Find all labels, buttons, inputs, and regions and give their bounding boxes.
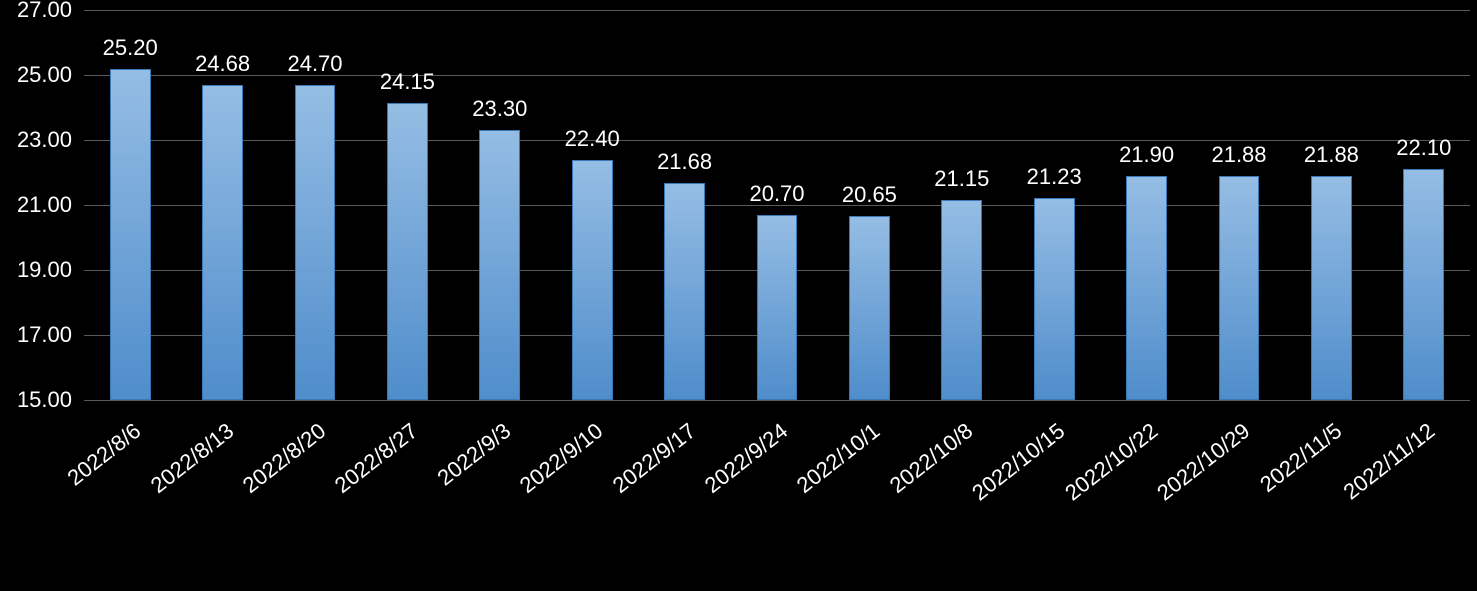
- data-label: 21.68: [657, 149, 712, 175]
- data-label: 21.15: [934, 166, 989, 192]
- data-label: 23.30: [472, 96, 527, 122]
- x-tick-label: 2022/10/8: [804, 418, 978, 562]
- x-tick-label: 2022/11/5: [1174, 418, 1348, 562]
- bar: [941, 200, 982, 400]
- data-label: 22.10: [1396, 135, 1451, 161]
- data-label: 25.20: [103, 35, 158, 61]
- data-label: 24.70: [287, 51, 342, 77]
- bar: [387, 103, 428, 400]
- x-tick-label: 2022/9/24: [619, 418, 793, 562]
- data-label: 21.90: [1119, 142, 1174, 168]
- y-tick-label: 25.00: [0, 62, 72, 88]
- data-label: 21.23: [1027, 164, 1082, 190]
- bar: [757, 215, 798, 400]
- bar: [1126, 176, 1167, 400]
- gridline: [84, 400, 1470, 401]
- bar: [1034, 198, 1075, 400]
- x-tick-label: 2022/8/13: [65, 418, 239, 562]
- bar: [572, 160, 613, 401]
- x-tick-label: 2022/10/1: [712, 418, 886, 562]
- bar-chart: 25.20 24.68 24.70 24.15 23.30 22.40 21.68 20.70…: [0, 0, 1477, 591]
- y-tick-label: 15.00: [0, 387, 72, 413]
- x-tick-label: 2022/11/12: [1266, 418, 1440, 562]
- bar: [664, 183, 705, 400]
- data-label: 21.88: [1211, 142, 1266, 168]
- y-tick-label: 21.00: [0, 192, 72, 218]
- x-tick-label: 2022/8/27: [250, 418, 424, 562]
- y-tick-label: 23.00: [0, 127, 72, 153]
- bar: [202, 85, 243, 400]
- x-tick-label: 2022/10/15: [897, 418, 1071, 562]
- bar: [1403, 169, 1444, 400]
- data-label: 22.40: [565, 126, 620, 152]
- gridline: [84, 10, 1470, 11]
- plot-area: 25.20 24.68 24.70 24.15 23.30 22.40 21.68 20.70…: [84, 10, 1470, 400]
- data-label: 21.88: [1304, 142, 1359, 168]
- bar: [479, 130, 520, 400]
- gridline: [84, 140, 1470, 141]
- y-tick-label: 19.00: [0, 257, 72, 283]
- bar: [110, 69, 151, 401]
- x-tick-label: 2022/8/20: [157, 418, 331, 562]
- y-tick-label: 17.00: [0, 322, 72, 348]
- bar: [849, 216, 890, 400]
- data-label: 24.15: [380, 69, 435, 95]
- x-tick-label: 2022/9/10: [435, 418, 609, 562]
- data-label: 20.70: [749, 181, 804, 207]
- bar: [1219, 176, 1260, 400]
- data-label: 24.68: [195, 51, 250, 77]
- y-tick-label: 27.00: [0, 0, 72, 23]
- x-tick-label: 2022/10/22: [989, 418, 1163, 562]
- bar: [1311, 176, 1352, 400]
- data-label: 20.65: [842, 182, 897, 208]
- x-tick-label: 2022/9/3: [342, 418, 516, 562]
- x-tick-label: 2022/9/17: [527, 418, 701, 562]
- x-tick-label: 2022/10/29: [1081, 418, 1255, 562]
- bar: [295, 85, 336, 400]
